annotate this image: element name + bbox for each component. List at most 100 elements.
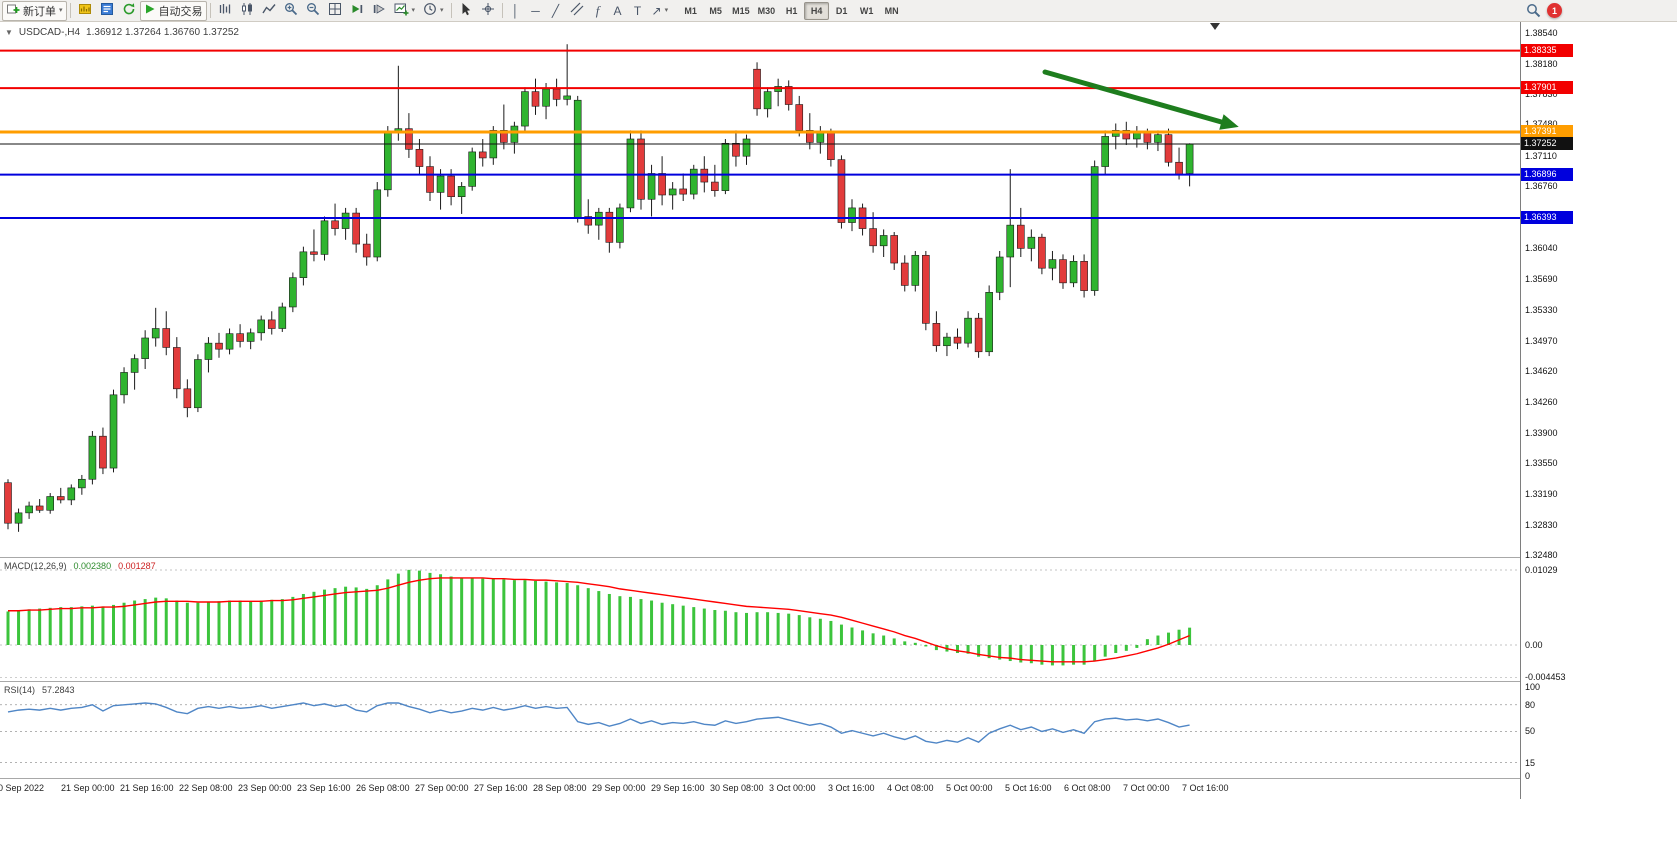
crosshair-button[interactable] xyxy=(477,1,499,21)
macd-panel-canvas[interactable] xyxy=(0,558,1520,682)
main-chart-canvas[interactable] xyxy=(0,22,1520,558)
macd-tick-label: -0.004453 xyxy=(1525,672,1566,683)
candle-body xyxy=(426,166,434,193)
candle-body xyxy=(225,333,234,350)
time-axis-label: 30 Sep 08:00 xyxy=(710,783,764,793)
panel-splitter[interactable] xyxy=(0,557,1520,558)
rsi-tick-label: 15 xyxy=(1525,757,1536,768)
timeframe-button-d1[interactable]: D1 xyxy=(829,2,854,20)
search-button[interactable] xyxy=(1522,2,1545,22)
cursor-button[interactable] xyxy=(455,1,477,21)
price-tick-label: 1.34620 xyxy=(1525,365,1558,376)
symbol-timeframe-label: USDCAD-,H4 xyxy=(18,27,81,38)
indicators-button[interactable]: ▾ xyxy=(390,1,420,21)
candle-body xyxy=(953,336,962,344)
candle-body xyxy=(331,220,339,229)
candle-body xyxy=(1143,131,1152,143)
candle-body xyxy=(352,212,360,245)
auto-scroll-icon xyxy=(350,2,364,19)
timeframe-button-m5[interactable]: M5 xyxy=(703,2,728,20)
time-axis[interactable]: 20 Sep 2022 21 Sep 00:00 21 Sep 16:00 22 Se… xyxy=(0,779,1520,799)
price-level-badge: 1.37901 xyxy=(1521,81,1573,95)
candle-body xyxy=(1038,236,1046,269)
horizontal-line-tool-button[interactable]: ─ xyxy=(526,1,546,21)
tile-windows-button[interactable] xyxy=(324,1,346,21)
timeframe-button-mn[interactable]: MN xyxy=(879,2,904,20)
arrow-tool-icon: ↗ xyxy=(651,3,662,18)
chart-shift-marker[interactable] xyxy=(1210,23,1220,30)
arrow-tools-button[interactable]: ↗ ▾ xyxy=(648,1,673,21)
rsi-name: RSI(14) xyxy=(4,685,36,695)
price-axis[interactable]: 1.38540 1.38180 1.37830 1.37480 1.37110 1.367… xyxy=(1520,22,1677,799)
candle-body xyxy=(711,181,719,191)
candle-body xyxy=(1090,166,1099,291)
chart-shift-button[interactable] xyxy=(368,1,390,21)
profiles-button[interactable] xyxy=(74,1,96,21)
rsi-tick-label: 50 xyxy=(1525,726,1536,737)
candle-body xyxy=(478,151,487,159)
time-axis-label: 5 Oct 16:00 xyxy=(1005,783,1052,793)
time-axis-label: 27 Sep 00:00 xyxy=(415,783,469,793)
time-axis-label: 22 Sep 08:00 xyxy=(179,783,233,793)
zoom-in-button[interactable] xyxy=(280,1,302,21)
candle-body xyxy=(668,188,677,196)
zoom-out-button[interactable] xyxy=(302,1,324,21)
new-order-icon xyxy=(6,2,20,19)
price-tick-label: 1.37480 xyxy=(1525,118,1558,130)
candle-body xyxy=(56,496,65,501)
new-order-button[interactable]: 新订单 ▾ xyxy=(2,0,67,21)
time-axis-label: 3 Oct 16:00 xyxy=(828,783,875,793)
fibonacci-tool-button[interactable]: f xyxy=(588,1,608,21)
line-chart-icon xyxy=(261,2,276,19)
trendline-tool-button[interactable]: ╱ xyxy=(546,1,566,21)
market-watch-icon xyxy=(100,2,114,19)
candle-body xyxy=(151,328,160,339)
panel-splitter[interactable] xyxy=(0,778,1520,779)
candle-body xyxy=(837,159,846,223)
auto-scroll-button[interactable] xyxy=(346,1,368,21)
rsi-line xyxy=(7,702,1190,744)
market-watch-button[interactable] xyxy=(96,1,118,21)
equidistant-channel-tool-button[interactable] xyxy=(566,1,588,21)
periods-button[interactable]: ▾ xyxy=(419,1,448,21)
candlestick-chart-icon xyxy=(240,2,254,19)
price-tick-label: 1.35690 xyxy=(1525,273,1558,284)
bar-chart-button[interactable] xyxy=(214,1,236,21)
label-tool-button[interactable]: T xyxy=(628,1,648,21)
panel-splitter[interactable] xyxy=(0,681,1520,682)
candlestick-chart-button[interactable] xyxy=(236,1,258,21)
line-chart-button[interactable] xyxy=(258,1,280,21)
crosshair-icon xyxy=(481,2,495,19)
time-axis-label: 28 Sep 08:00 xyxy=(533,783,587,793)
candle-body xyxy=(943,336,951,347)
refresh-button[interactable] xyxy=(118,1,140,21)
price-tick-label: 1.33900 xyxy=(1525,427,1558,438)
vertical-line-icon: │ xyxy=(511,3,520,18)
timeframe-button-w1[interactable]: W1 xyxy=(854,2,879,20)
candle-body xyxy=(415,149,424,167)
equidistant-channel-icon xyxy=(570,2,584,19)
candle-body xyxy=(573,99,582,219)
candle-body xyxy=(67,487,76,501)
rsi-panel-canvas[interactable] xyxy=(0,682,1520,779)
notification-badge[interactable]: 1 xyxy=(1547,3,1562,18)
timeframe-button-h4[interactable]: H4 xyxy=(804,1,830,20)
auto-trading-button[interactable]: 自动交易 xyxy=(139,0,207,21)
time-axis-label: 7 Oct 16:00 xyxy=(1182,783,1229,793)
timeframe-button-m30[interactable]: M30 xyxy=(754,2,780,20)
macd-indicator-label: MACD(12,26,9) 0.002380 0.001287 xyxy=(4,561,156,571)
vertical-line-tool-button[interactable]: │ xyxy=(506,1,526,21)
candle-body xyxy=(563,95,571,100)
text-tool-button[interactable]: A xyxy=(608,1,628,21)
time-axis-label: 23 Sep 16:00 xyxy=(297,783,351,793)
auto-trading-label: 自动交易 xyxy=(158,5,203,18)
timeframe-button-h1[interactable]: H1 xyxy=(779,2,804,20)
symbol-dropdown-icon[interactable]: ▼ xyxy=(5,28,13,37)
candle-body xyxy=(204,342,213,360)
time-axis-label: 7 Oct 00:00 xyxy=(1123,783,1170,793)
timeframe-button-m1[interactable]: M1 xyxy=(678,2,703,20)
chart-shift-icon xyxy=(372,2,386,19)
trend-arrow-head xyxy=(1219,114,1239,130)
candle-body xyxy=(1122,130,1131,140)
timeframe-button-m15[interactable]: M15 xyxy=(728,2,754,20)
